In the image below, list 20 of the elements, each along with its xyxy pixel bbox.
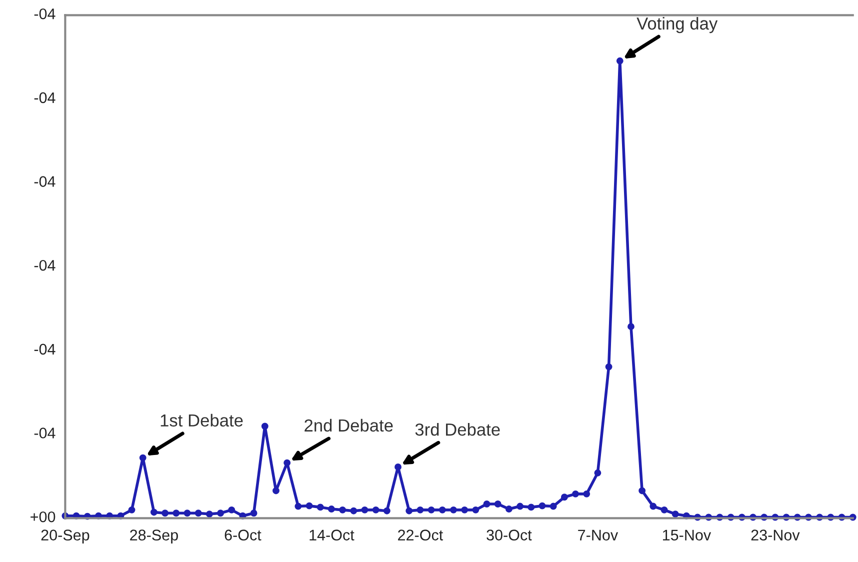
annotation: 3rd Debate — [415, 422, 500, 436]
text: -04 — [34, 176, 56, 187]
text: -04 — [34, 260, 56, 271]
x-tick-label: 20-Sep — [41, 530, 90, 544]
text: -04 — [34, 344, 56, 355]
x-tick-label: 14-Oct — [310, 530, 354, 540]
text: -04 — [34, 92, 56, 104]
annotation: 2nd Debate — [304, 418, 393, 432]
x-tick-label: 30-Oct — [486, 530, 532, 540]
text: -04 — [34, 428, 56, 438]
x-tick-label: 15-Nov — [662, 530, 712, 540]
x-tick-label: 28-Sep — [130, 530, 178, 544]
x-tick-label: 22-Oct — [398, 530, 444, 540]
x-tick-label: 6-Oct — [224, 530, 262, 540]
text: +00 — [30, 511, 56, 522]
x-tick-label: 23-Nov — [751, 530, 800, 540]
annotation: Voting day — [636, 16, 718, 34]
x-tick-label: 7-Nov — [578, 530, 618, 540]
annotation: 1st Debate — [160, 414, 243, 427]
text: -04 — [34, 8, 56, 20]
